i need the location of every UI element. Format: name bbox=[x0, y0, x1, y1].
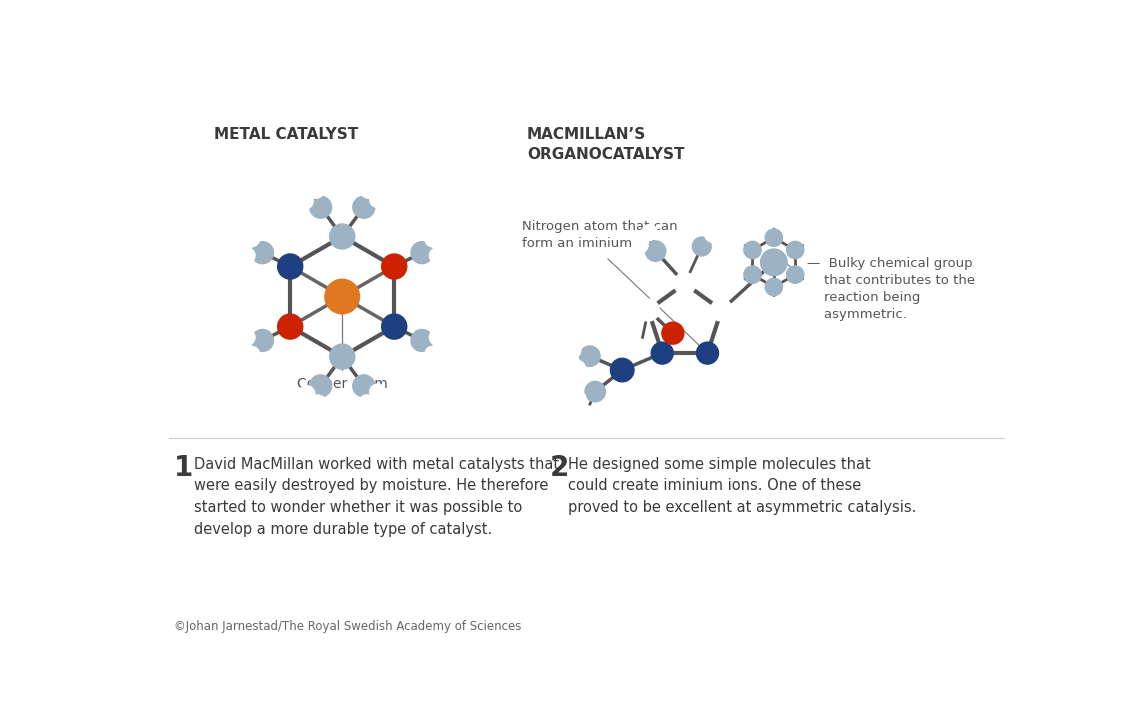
Circle shape bbox=[430, 330, 445, 345]
Circle shape bbox=[633, 237, 648, 253]
Circle shape bbox=[768, 298, 780, 310]
Circle shape bbox=[645, 241, 666, 261]
Circle shape bbox=[430, 248, 445, 264]
Circle shape bbox=[329, 224, 355, 249]
Circle shape bbox=[325, 280, 359, 314]
Circle shape bbox=[426, 231, 440, 247]
Circle shape bbox=[244, 346, 260, 362]
Circle shape bbox=[278, 314, 302, 339]
Circle shape bbox=[787, 242, 803, 258]
Circle shape bbox=[239, 330, 255, 345]
Circle shape bbox=[744, 242, 761, 258]
Circle shape bbox=[329, 344, 355, 369]
Circle shape bbox=[353, 375, 374, 396]
Circle shape bbox=[710, 299, 732, 321]
Circle shape bbox=[310, 197, 332, 218]
Circle shape bbox=[804, 235, 816, 248]
Text: 1: 1 bbox=[174, 454, 193, 481]
Circle shape bbox=[768, 215, 780, 227]
Text: 2: 2 bbox=[549, 454, 569, 481]
Circle shape bbox=[370, 192, 386, 207]
Circle shape bbox=[565, 343, 581, 358]
Circle shape bbox=[278, 254, 302, 279]
Circle shape bbox=[571, 391, 586, 407]
Text: METAL CATALYST: METAL CATALYST bbox=[214, 127, 358, 142]
Circle shape bbox=[732, 277, 744, 289]
Text: He designed some simple molecules that
could create iminium ions. One of these
p: He designed some simple molecules that c… bbox=[567, 457, 916, 515]
Text: —  Bulky chemical group
    that contributes to the
    reaction being
    asymm: — Bulky chemical group that contributes … bbox=[807, 256, 975, 320]
Circle shape bbox=[586, 382, 605, 401]
Circle shape bbox=[252, 242, 273, 264]
Circle shape bbox=[244, 231, 260, 247]
Circle shape bbox=[651, 343, 673, 364]
Circle shape bbox=[382, 314, 406, 339]
Circle shape bbox=[580, 346, 599, 366]
Circle shape bbox=[662, 322, 684, 344]
Text: David MacMillan worked with metal catalysts that
were easily destroyed by moistu: David MacMillan worked with metal cataly… bbox=[193, 457, 558, 537]
Circle shape bbox=[765, 279, 782, 295]
Circle shape bbox=[611, 359, 634, 382]
Text: Copper atom: Copper atom bbox=[296, 378, 388, 391]
Circle shape bbox=[579, 406, 594, 421]
Text: ©Johan Jarnestad/The Royal Swedish Academy of Sciences: ©Johan Jarnestad/The Royal Swedish Acade… bbox=[174, 620, 521, 633]
Circle shape bbox=[411, 330, 432, 351]
Circle shape bbox=[697, 343, 718, 364]
Circle shape bbox=[353, 197, 374, 218]
Circle shape bbox=[633, 339, 649, 355]
Circle shape bbox=[299, 386, 315, 401]
Circle shape bbox=[426, 346, 440, 362]
Circle shape bbox=[297, 193, 313, 209]
Circle shape bbox=[239, 248, 255, 264]
Circle shape bbox=[637, 299, 659, 321]
Circle shape bbox=[310, 395, 325, 410]
Circle shape bbox=[765, 229, 782, 246]
Text: Nitrogen atom that can
form an iminium ion.: Nitrogen atom that can form an iminium i… bbox=[522, 219, 677, 250]
Circle shape bbox=[692, 237, 712, 256]
Circle shape bbox=[310, 375, 332, 396]
Circle shape bbox=[570, 361, 586, 376]
Circle shape bbox=[761, 249, 787, 275]
Circle shape bbox=[370, 384, 386, 400]
Circle shape bbox=[642, 225, 657, 240]
Circle shape bbox=[359, 395, 374, 410]
Circle shape bbox=[360, 183, 376, 198]
Circle shape bbox=[309, 183, 324, 198]
Circle shape bbox=[804, 277, 816, 289]
Circle shape bbox=[787, 266, 803, 283]
Circle shape bbox=[382, 254, 406, 279]
Circle shape bbox=[732, 235, 744, 248]
Circle shape bbox=[411, 242, 432, 264]
Circle shape bbox=[252, 330, 273, 351]
Circle shape bbox=[705, 227, 721, 242]
Text: MACMILLAN’S
ORGANOCATALYST: MACMILLAN’S ORGANOCATALYST bbox=[527, 127, 684, 162]
Circle shape bbox=[674, 273, 696, 294]
Circle shape bbox=[744, 266, 761, 283]
